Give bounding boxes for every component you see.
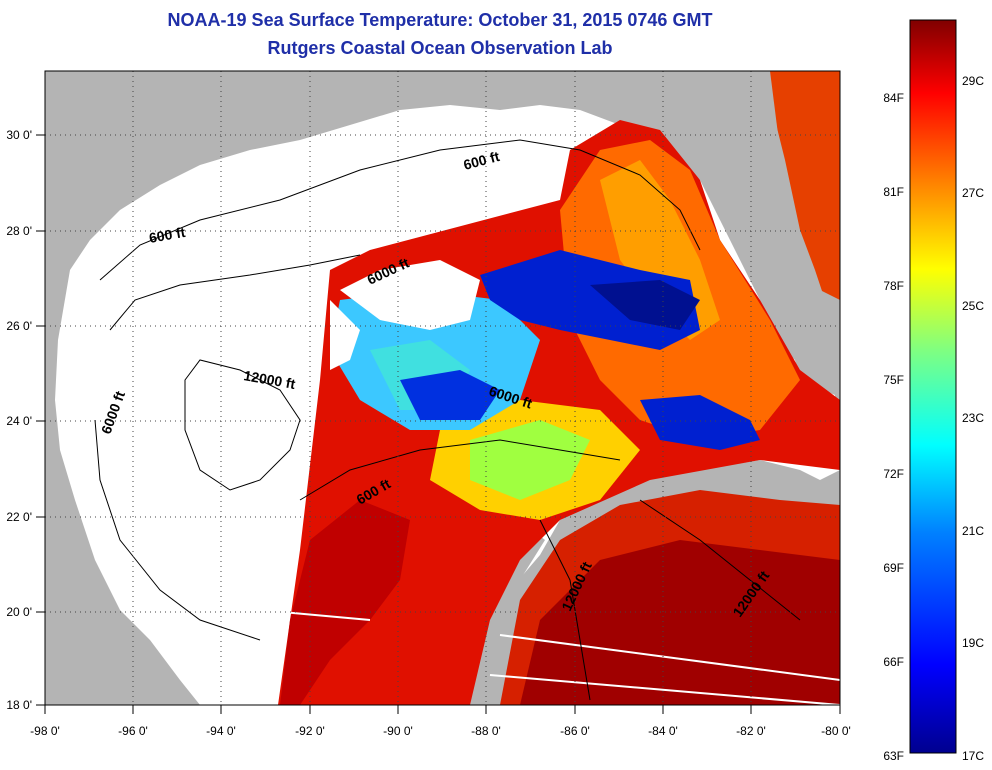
contour-12000ft-east	[639, 499, 801, 621]
swath-gap-line	[281, 611, 371, 621]
lat-tick-label: 24 0'	[6, 414, 32, 428]
contour-label: 600 ft	[148, 224, 187, 246]
lat-tick-label: 28 0'	[6, 224, 32, 238]
colorbar-c-label: 17C	[962, 749, 984, 763]
longitude-labels: -98 0' -96 0' -94 0' -92 0' -90 0' -88 0…	[30, 724, 851, 738]
contour-6000ft	[109, 254, 361, 331]
colorbar-f-label: 72F	[883, 467, 904, 481]
colorbar-c-label: 27C	[962, 186, 984, 200]
map-frame: 600 ft 600 ft 6000 ft 12000 ft 6000 ft 6…	[45, 71, 840, 705]
lon-tick-label: -96 0'	[118, 724, 148, 738]
colorbar-c-label: 23C	[962, 411, 984, 425]
colorbar-c-labels: 29C 27C 25C 23C 21C 19C 17C	[962, 74, 984, 763]
colorbar-c-label: 29C	[962, 74, 984, 88]
lon-tick-label: -88 0'	[471, 724, 501, 738]
lon-tick-label: -82 0'	[736, 724, 766, 738]
colorbar-c-label: 25C	[962, 299, 984, 313]
colorbar-f-label: 66F	[883, 655, 904, 669]
lon-tick-label: -84 0'	[648, 724, 678, 738]
lat-tick-label: 22 0'	[6, 510, 32, 524]
atlantic-water	[770, 71, 840, 300]
colorbar-f-label: 69F	[883, 561, 904, 575]
colorbar-f-label: 75F	[883, 373, 904, 387]
swath-gap-line	[499, 634, 840, 681]
lon-tick-label: -80 0'	[821, 724, 851, 738]
lon-tick-label: -94 0'	[206, 724, 236, 738]
lat-tick-label: 18 0'	[6, 698, 32, 712]
lon-tick-label: -92 0'	[295, 724, 325, 738]
lat-tick-label: 26 0'	[6, 319, 32, 333]
colorbar-f-label: 63F	[883, 749, 904, 763]
colorbar-c-label: 21C	[962, 524, 984, 538]
contour-6000ft-west	[94, 419, 261, 641]
map-title: NOAA-19 Sea Surface Temperature: October…	[167, 10, 713, 30]
lat-tick-label: 30 0'	[6, 128, 32, 142]
lon-tick-label: -86 0'	[560, 724, 590, 738]
lon-tick-label: -90 0'	[383, 724, 413, 738]
contour-12000ft	[184, 359, 301, 491]
swath-gap-line	[489, 674, 840, 705]
colorbar-f-label: 78F	[883, 279, 904, 293]
map-border	[44, 70, 841, 706]
lon-tick-label: -98 0'	[30, 724, 60, 738]
map-subtitle: Rutgers Coastal Ocean Observation Lab	[267, 38, 613, 58]
lat-tick-label: 20 0'	[6, 605, 32, 619]
contour-600ft-south	[299, 439, 621, 501]
bathymetry-contours	[94, 139, 801, 701]
colorbar-f-labels: 84F 81F 78F 75F 72F 69F 66F 63F	[883, 91, 904, 763]
sst-swath	[278, 120, 840, 705]
colorbar-gradient	[909, 19, 957, 754]
contour-12000ft-cayman	[539, 519, 591, 701]
colorbar: 84F 81F 78F 75F 72F 69F 66F 63F 29C 27C …	[883, 19, 984, 763]
contour-600ft	[99, 139, 701, 281]
colorbar-c-label: 19C	[962, 636, 984, 650]
colorbar-f-label: 84F	[883, 91, 904, 105]
axis-ticks	[36, 134, 841, 714]
florida-land	[660, 100, 840, 380]
latitude-labels: 18 0' 20 0' 22 0' 24 0' 26 0' 28 0' 30 0…	[6, 128, 32, 712]
colorbar-f-label: 81F	[883, 185, 904, 199]
graticule	[45, 71, 840, 705]
